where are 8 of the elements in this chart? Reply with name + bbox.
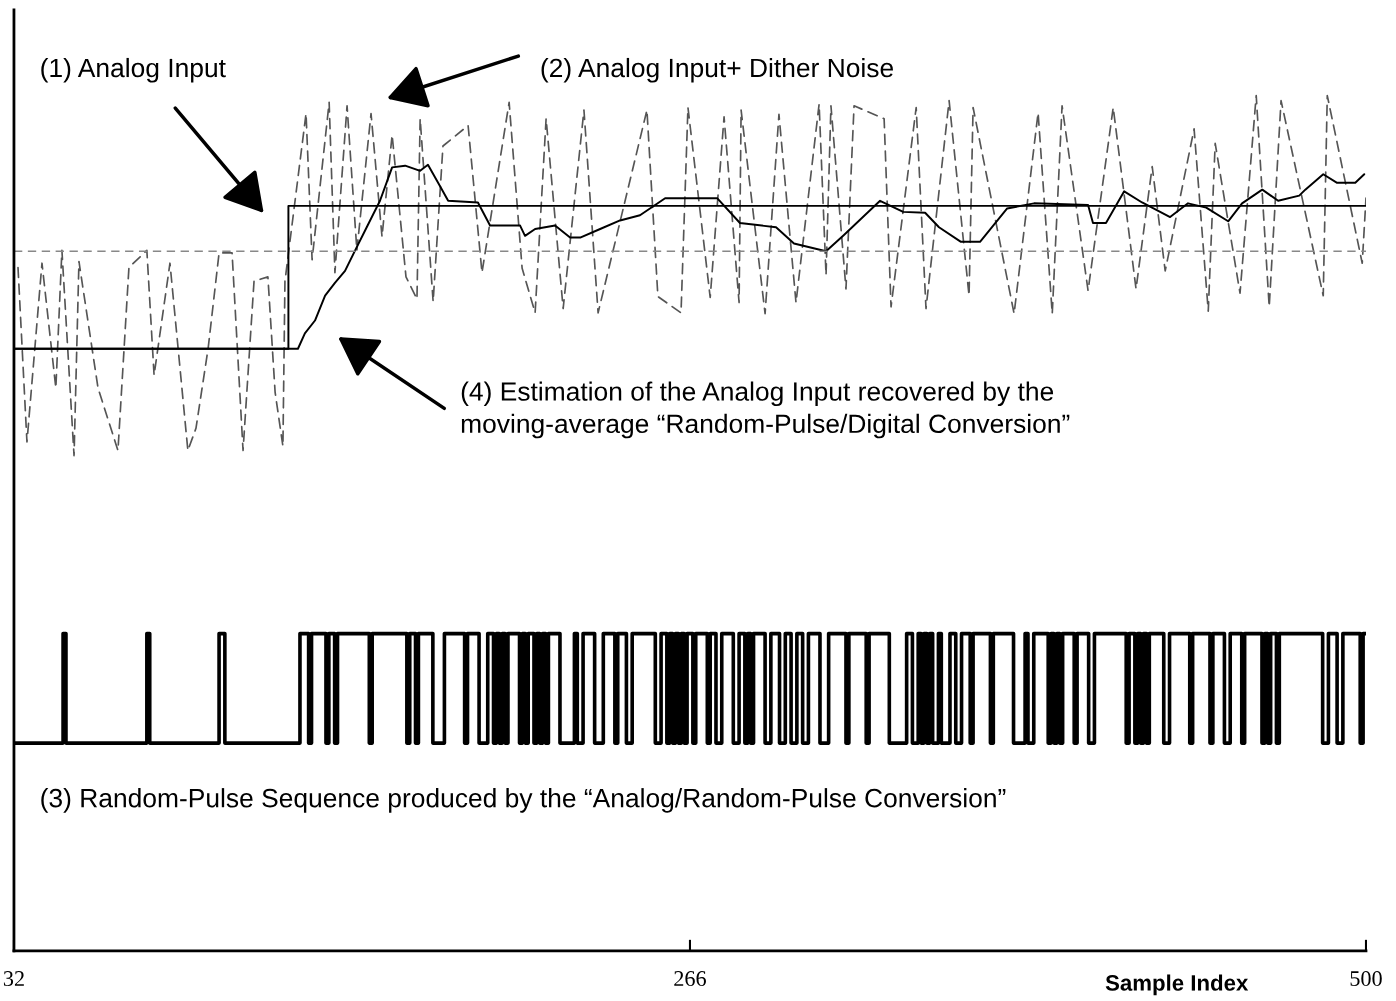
x-tick-label: 500 — [1350, 971, 1382, 987]
text: (2) Analog Input+ Dither Noise — [541, 57, 893, 83]
annotation: (3) Random-Pulse Sequence produced by the “Analog/Random-Pulse Conversion” — [41, 788, 1006, 813]
x-tick-label: 266 — [674, 971, 706, 987]
text: (1) Analog Input — [41, 57, 226, 83]
x-axis-title: Sample Index — [1105, 974, 1249, 996]
x-tick-label: 32 — [3, 971, 24, 987]
annotation: (4) Estimation of the Analog Input recovered by the moving-average “Random-Pulse/Digital Conversion” — [461, 381, 1070, 439]
